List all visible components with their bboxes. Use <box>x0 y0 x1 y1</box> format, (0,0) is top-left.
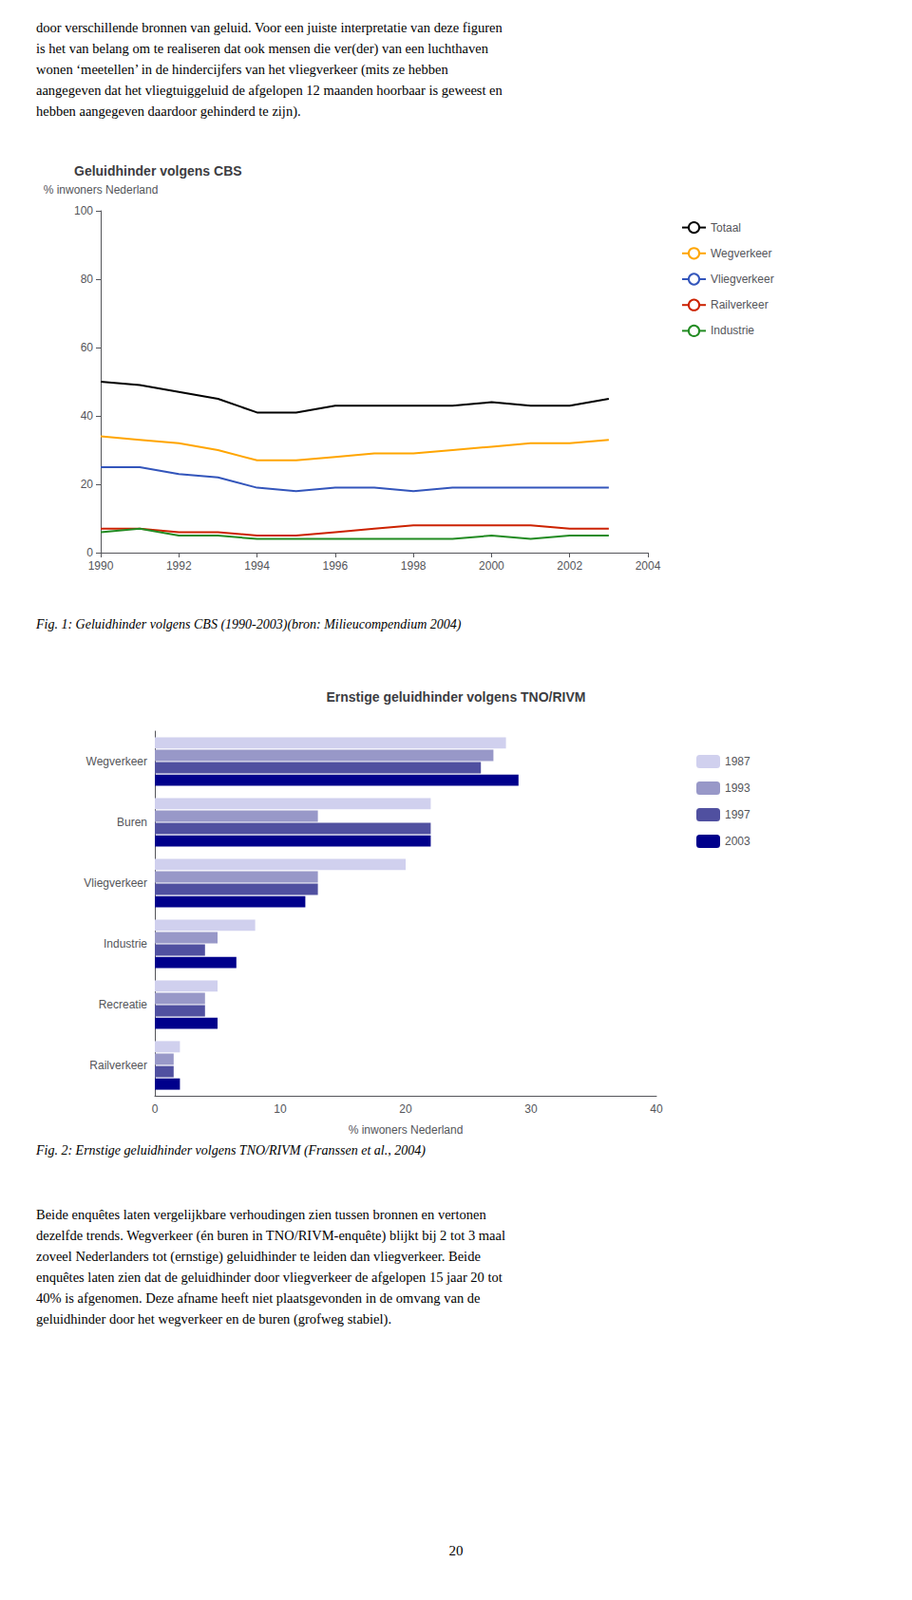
svg-text:aangegeven dat het vliegtuigge: aangegeven dat het vliegtuiggeluid de af… <box>36 82 504 98</box>
svg-text:Vliegverkeer: Vliegverkeer <box>710 272 775 286</box>
svg-text:is het van belang om te realis: is het van belang om te realiseren dat o… <box>36 40 490 57</box>
svg-text:hebben aangegeven daardoor geh: hebben aangegeven daardoor gehinderd te … <box>36 103 302 120</box>
svg-text:Railverkeer: Railverkeer <box>89 1059 148 1073</box>
svg-text:80: 80 <box>80 272 95 286</box>
svg-text:% inwoners Nederland: % inwoners Nederland <box>348 1123 464 1138</box>
svg-text:30: 30 <box>524 1102 538 1117</box>
svg-text:Wegverkeer: Wegverkeer <box>710 247 772 261</box>
svg-text:40: 40 <box>649 1102 664 1117</box>
svg-text:enquêtes laten zien dat de gel: enquêtes laten zien dat de geluidhinder … <box>36 1270 503 1286</box>
svg-text:1993: 1993 <box>724 781 751 796</box>
svg-text:Railverkeer: Railverkeer <box>710 298 769 312</box>
svg-text:Buren: Buren <box>116 816 148 830</box>
svg-text:Geluidhinder volgens CBS: Geluidhinder volgens CBS <box>74 163 243 179</box>
svg-text:zoveel Nederlanders tot (ernst: zoveel Nederlanders tot (ernstige) gelui… <box>36 1249 481 1266</box>
svg-text:2002: 2002 <box>556 559 583 573</box>
svg-text:0: 0 <box>152 1102 159 1117</box>
svg-text:1987: 1987 <box>724 755 751 769</box>
svg-text:door verschillende bronnen van: door verschillende bronnen van geluid. V… <box>36 19 503 36</box>
svg-text:40: 40 <box>80 409 95 423</box>
svg-text:1990: 1990 <box>88 559 114 573</box>
svg-text:1998: 1998 <box>400 559 427 573</box>
svg-text:Fig. 2: Ernstige geluidhinder: Fig. 2: Ernstige geluidhinder volgens TN… <box>35 1143 426 1159</box>
svg-text:Totaal: Totaal <box>710 221 741 235</box>
svg-text:1996: 1996 <box>323 559 349 573</box>
svg-text:0: 0 <box>86 546 94 560</box>
svg-text:Industrie: Industrie <box>710 323 755 338</box>
svg-text:40% is afgenomen. Deze afname: 40% is afgenomen. Deze afname heeft niet… <box>36 1291 480 1307</box>
svg-text:% inwoners Nederland: % inwoners Nederland <box>43 183 159 197</box>
svg-text:Wegverkeer: Wegverkeer <box>86 755 148 769</box>
svg-text:20: 20 <box>80 477 95 492</box>
svg-text:60: 60 <box>80 341 95 355</box>
svg-text:1992: 1992 <box>166 559 192 573</box>
svg-text:2000: 2000 <box>478 559 505 573</box>
svg-text:10: 10 <box>273 1102 287 1117</box>
svg-text:geluidhinder door het wegverke: geluidhinder door het wegverkeer en de b… <box>36 1311 392 1329</box>
svg-text:20: 20 <box>399 1102 413 1117</box>
svg-text:dezelfde trends. Wegverkeer (é: dezelfde trends. Wegverkeer (én buren in… <box>36 1228 506 1245</box>
svg-text:1997: 1997 <box>724 808 751 822</box>
svg-text:Ernstige geluidhinder volgens: Ernstige geluidhinder volgens TNO/RIVM <box>325 689 586 705</box>
svg-text:20: 20 <box>449 1543 464 1559</box>
svg-text:Vliegverkeer: Vliegverkeer <box>83 876 148 891</box>
svg-text:2003: 2003 <box>724 835 751 849</box>
svg-text:Fig. 1: Geluidhinder volgens C: Fig. 1: Geluidhinder volgens CBS (1990-2… <box>35 617 462 633</box>
svg-text:wonen ‘meetellen’ in de hinder: wonen ‘meetellen’ in de hindercijfers va… <box>36 61 449 78</box>
svg-text:Industrie: Industrie <box>103 937 148 951</box>
svg-text:100: 100 <box>74 204 94 218</box>
svg-text:2004: 2004 <box>635 559 662 573</box>
svg-text:Beide enquêtes laten vergelijk: Beide enquêtes laten vergelijkbare verho… <box>36 1207 487 1223</box>
svg-text:1994: 1994 <box>244 559 270 573</box>
svg-text:Recreatie: Recreatie <box>98 998 149 1012</box>
